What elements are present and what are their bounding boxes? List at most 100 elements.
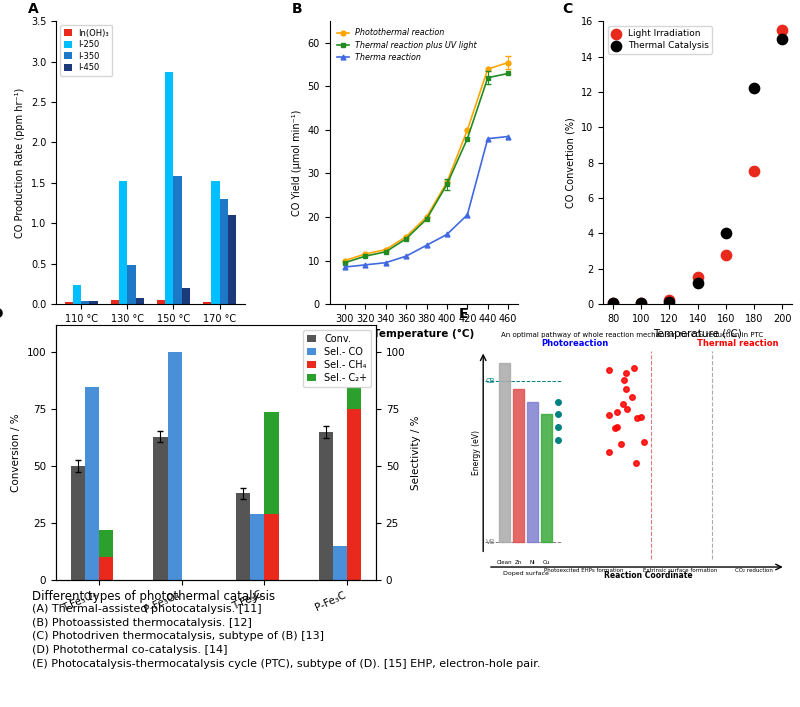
Bar	[499, 363, 510, 542]
Photothermal reaction	[503, 58, 513, 66]
X-axis label: Reaction Temperature: Reaction Temperature	[93, 329, 208, 339]
Therma reaction	[381, 259, 390, 267]
Text: Cu: Cu	[542, 561, 550, 566]
Thermal Catalysis	[635, 298, 648, 309]
Text: An optimal pathway of whole reaction mechanism for CO₂ reduction in PTC: An optimal pathway of whole reaction mec…	[501, 332, 763, 337]
Bar	[334, 546, 347, 580]
Thermal reaction plus UV light	[442, 180, 452, 189]
Bar	[347, 409, 362, 580]
Thermal reaction plus UV light	[381, 247, 390, 256]
Light Irradiation	[635, 298, 648, 309]
Bar	[228, 215, 236, 304]
Light Irradiation	[663, 295, 676, 306]
Thermal Catalysis	[691, 277, 704, 288]
Line: Photothermal reaction: Photothermal reaction	[342, 60, 510, 263]
Text: E: E	[459, 307, 469, 320]
Bar	[203, 302, 211, 304]
Y-axis label: CO Convertion (%): CO Convertion (%)	[566, 117, 576, 208]
Bar	[174, 176, 182, 304]
Text: Zn: Zn	[515, 561, 522, 566]
Bar	[250, 514, 265, 580]
Light Irradiation	[747, 165, 760, 177]
Legend: Conv., Sel.- CO, Sel.- CH₄, Sel.- C₂+: Conv., Sel.- CO, Sel.- CH₄, Sel.- C₂+	[302, 330, 371, 387]
Bar	[167, 353, 182, 580]
Photothermal reaction	[442, 178, 452, 187]
Photothermal reaction	[340, 256, 350, 264]
Y-axis label: CO Production Rate (ppm hr⁻¹): CO Production Rate (ppm hr⁻¹)	[15, 88, 26, 238]
Bar	[265, 411, 278, 514]
Thermal reaction plus UV light	[340, 259, 350, 267]
Bar	[119, 181, 127, 304]
Therma reaction	[422, 241, 431, 250]
Line: Therma reaction: Therma reaction	[342, 134, 510, 269]
Text: VB: VB	[486, 539, 495, 544]
Text: (A) Thermal-assisted photocatalysis. [11]: (A) Thermal-assisted photocatalysis. [11…	[32, 604, 262, 614]
Text: Extrinsic surface formation: Extrinsic surface formation	[643, 568, 717, 573]
Text: (D) Photothermal co-catalysis. [14]: (D) Photothermal co-catalysis. [14]	[32, 645, 227, 655]
Bar	[165, 72, 174, 304]
Light Irradiation	[691, 272, 704, 284]
Thermal reaction plus UV light	[361, 252, 370, 260]
Therma reaction	[361, 261, 370, 269]
Photothermal reaction	[381, 245, 390, 254]
Therma reaction	[483, 134, 493, 143]
Photothermal reaction	[402, 233, 411, 241]
Bar	[541, 414, 552, 542]
Text: Photoexcited EHPs formation: Photoexcited EHPs formation	[544, 568, 624, 573]
Thermal Catalysis	[747, 83, 760, 94]
Thermal reaction plus UV light	[503, 69, 513, 78]
Photothermal reaction	[462, 126, 472, 134]
Legend: Photothermal reaction, Thermal reaction plus UV light, Therma reaction: Photothermal reaction, Thermal reaction …	[334, 25, 480, 65]
Bar	[81, 300, 90, 304]
Thermal reaction plus UV light	[422, 215, 431, 223]
Therma reaction	[462, 211, 472, 219]
Text: C: C	[562, 1, 572, 16]
Therma reaction	[442, 230, 452, 239]
Text: (C) Photodriven thermocatalysis, subtype of (B) [13]: (C) Photodriven thermocatalysis, subtype…	[32, 631, 324, 641]
Legend: In(OH)₃, I-250, I-350, I-450: In(OH)₃, I-250, I-350, I-450	[60, 25, 113, 76]
Legend: Light Irradiation, Thermal Catalysis: Light Irradiation, Thermal Catalysis	[608, 25, 712, 54]
Bar	[85, 387, 98, 580]
Bar	[65, 302, 73, 304]
Text: B: B	[292, 1, 302, 16]
Bar	[319, 432, 334, 580]
Bar	[347, 387, 362, 409]
Bar	[265, 514, 278, 580]
Bar	[98, 530, 113, 557]
Thermal Catalysis	[776, 33, 789, 45]
Bar	[513, 389, 524, 542]
Photothermal reaction	[422, 213, 431, 221]
Bar	[90, 300, 98, 304]
Text: Ni: Ni	[530, 561, 535, 566]
Y-axis label: Selectivity / %: Selectivity / %	[411, 415, 421, 490]
Bar	[127, 265, 136, 304]
Text: A: A	[28, 1, 38, 16]
Text: CO₂ reduction: CO₂ reduction	[734, 568, 773, 573]
Bar	[70, 466, 85, 580]
Bar	[182, 288, 190, 304]
Light Irradiation	[606, 298, 619, 309]
Bar	[136, 298, 144, 304]
Thermal Catalysis	[606, 298, 619, 309]
Text: Thermal reaction: Thermal reaction	[697, 339, 778, 348]
Bar	[157, 300, 165, 304]
Therma reaction	[340, 263, 350, 271]
Text: Different types of photothermal catalysis: Different types of photothermal catalysi…	[32, 590, 275, 603]
Text: Clean: Clean	[497, 561, 513, 566]
Text: CB: CB	[486, 378, 495, 384]
Text: D: D	[0, 307, 3, 320]
Line: Thermal reaction plus UV light: Thermal reaction plus UV light	[342, 71, 510, 265]
Thermal reaction plus UV light	[483, 74, 493, 82]
X-axis label: Temperature (℃): Temperature (℃)	[654, 329, 742, 339]
Bar	[98, 557, 113, 580]
Text: (E) Photocatalysis-thermocatalysis cycle (PTC), subtype of (D). [15] EHP, electr: (E) Photocatalysis-thermocatalysis cycle…	[32, 659, 541, 669]
Photothermal reaction	[483, 65, 493, 74]
Light Irradiation	[776, 24, 789, 35]
Light Irradiation	[719, 249, 732, 260]
Thermal Catalysis	[663, 297, 676, 308]
Text: Reaction Coordinate: Reaction Coordinate	[604, 571, 692, 580]
Therma reaction	[503, 132, 513, 141]
Bar	[154, 436, 167, 580]
Thermal reaction plus UV light	[402, 235, 411, 243]
Text: (B) Photoassisted thermocatalysis. [12]: (B) Photoassisted thermocatalysis. [12]	[32, 618, 252, 628]
